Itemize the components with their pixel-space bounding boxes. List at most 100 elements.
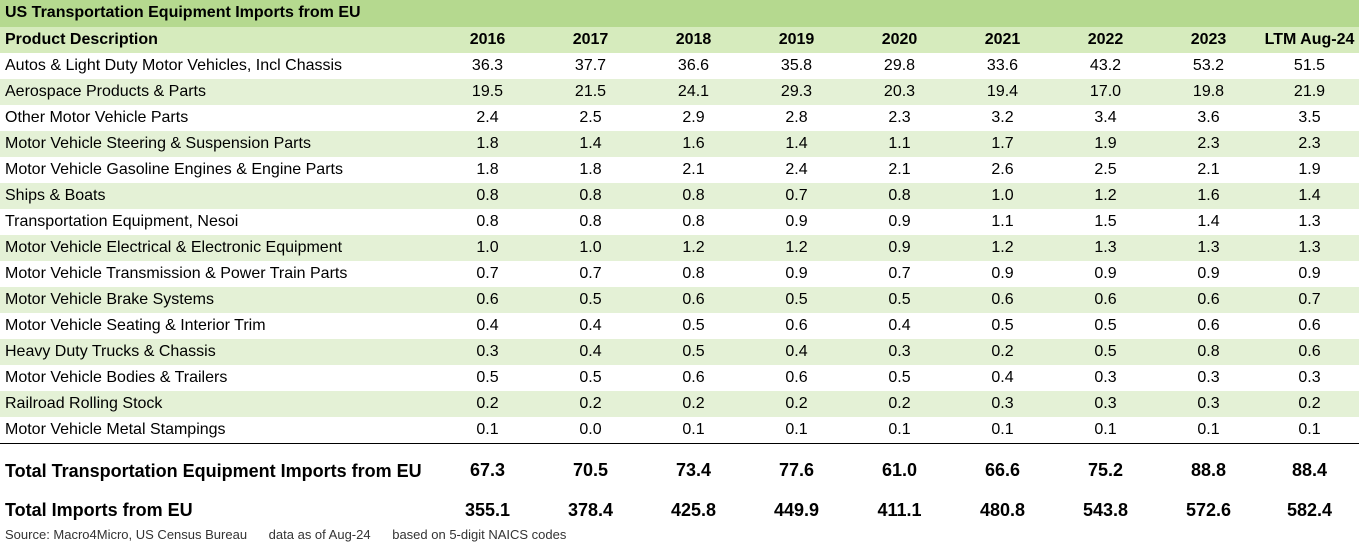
value-cell: 43.2: [1089, 57, 1122, 74]
value-cell: 29.8: [883, 57, 916, 74]
value-cell: 36.6: [677, 57, 710, 74]
value-cell: 0.5: [1094, 343, 1117, 360]
product-description-cell: Transportation Equipment, Nesoi: [5, 213, 239, 230]
value-cell: 0.2: [785, 395, 808, 412]
value-cell: 0.6: [1298, 343, 1321, 360]
table-body: Autos & Light Duty Motor Vehicles, Incl …: [0, 53, 1359, 524]
value-cell: 0.5: [579, 291, 602, 308]
value-cell: 0.6: [476, 291, 499, 308]
value-cell: 0.6: [1197, 291, 1220, 308]
product-description-cell: Autos & Light Duty Motor Vehicles, Incl …: [5, 57, 343, 74]
col-header-2016: 2016: [436, 27, 539, 53]
value-cell: 0.8: [1197, 343, 1220, 360]
value-cell: 355.1: [464, 499, 511, 520]
value-cell: 67.3: [436, 442, 539, 497]
value-cell: 0.5: [1094, 317, 1117, 334]
value-cell: 1.6: [1197, 187, 1220, 204]
value-cell: 66.6: [951, 442, 1054, 497]
product-description-cell: Motor Vehicle Metal Stampings: [5, 420, 226, 438]
value-cell: 0.2: [579, 395, 602, 412]
value-cell: 0.1: [888, 420, 911, 438]
value-cell: 1.8: [579, 161, 602, 178]
value-cell: 0.9: [785, 265, 808, 282]
value-cell: 0.5: [991, 317, 1014, 334]
value-cell: 0.2: [682, 395, 705, 412]
col-header-2023: 2023: [1157, 27, 1260, 53]
value-cell: 480.8: [979, 499, 1026, 520]
value-cell: 0.4: [579, 343, 602, 360]
value-cell: 0.9: [991, 265, 1014, 282]
value-cell: 2.3: [1197, 135, 1220, 152]
value-cell: 0.1: [1197, 420, 1220, 438]
value-cell: 0.7: [785, 187, 808, 204]
value-cell: 0.6: [785, 317, 808, 334]
table-row: Motor Vehicle Gasoline Engines & Engine …: [0, 157, 1359, 183]
value-cell: 2.6: [991, 161, 1014, 178]
value-cell: 0.8: [579, 213, 602, 230]
col-header-2021: 2021: [951, 27, 1054, 53]
value-cell: 0.2: [991, 343, 1014, 360]
value-cell: 88.8: [1157, 442, 1260, 497]
value-cell: 0.0: [579, 420, 602, 438]
value-cell: 0.4: [991, 369, 1014, 386]
value-cell: 3.5: [1298, 109, 1321, 126]
value-cell: 0.5: [476, 369, 499, 386]
value-cell: 1.0: [579, 239, 602, 256]
value-cell: 0.1: [1298, 420, 1321, 438]
value-cell: 2.5: [1094, 161, 1117, 178]
table-row: Heavy Duty Trucks & Chassis 0.3 0.4 0.5 0.4 0…: [0, 339, 1359, 365]
title-bar: US Transportation Equipment Imports from…: [0, 0, 1359, 27]
value-cell: 1.1: [888, 135, 911, 152]
table-row: Motor Vehicle Brake Systems 0.6 0.5 0.6 0.5 0…: [0, 287, 1359, 313]
value-cell: 0.1: [682, 420, 705, 438]
value-cell: 0.6: [1197, 317, 1220, 334]
table-row: Motor Vehicle Steering & Suspension Part…: [0, 131, 1359, 157]
product-description-cell: Total Transportation Equipment Imports f…: [0, 442, 436, 497]
value-cell: 1.9: [1094, 135, 1117, 152]
product-description-cell: Motor Vehicle Seating & Interior Trim: [5, 317, 266, 334]
value-cell: 1.3: [1298, 239, 1321, 256]
value-cell: 1.2: [1094, 187, 1117, 204]
value-cell: 1.3: [1094, 239, 1117, 256]
value-cell: 1.2: [785, 239, 808, 256]
value-cell: 0.6: [1094, 291, 1117, 308]
value-cell: 2.5: [579, 109, 602, 126]
product-description-cell: Motor Vehicle Transmission & Power Train…: [5, 265, 348, 282]
value-cell: 1.8: [476, 161, 499, 178]
col-header-product: Product Description: [0, 27, 436, 53]
value-cell: 2.3: [888, 109, 911, 126]
value-cell: 0.4: [785, 343, 808, 360]
value-cell: 0.8: [579, 187, 602, 204]
product-description-cell: Other Motor Vehicle Parts: [5, 109, 189, 126]
col-header-2019: 2019: [745, 27, 848, 53]
value-cell: 1.2: [991, 239, 1014, 256]
value-cell: 0.7: [1298, 291, 1321, 308]
product-description-cell: Railroad Rolling Stock: [5, 395, 163, 412]
header-row: Product Description 2016 2017 2018 2019 …: [0, 27, 1359, 53]
value-cell: 2.9: [682, 109, 705, 126]
value-cell: 0.9: [785, 213, 808, 230]
table-row: Transportation Equipment, Nesoi 0.8 0.8 0.8…: [0, 209, 1359, 235]
table-row: Railroad Rolling Stock 0.2 0.2 0.2 0.2 0.2 0.3…: [0, 391, 1359, 417]
value-cell: 77.6: [745, 442, 848, 497]
value-cell: 0.6: [682, 291, 705, 308]
value-cell: 1.3: [1298, 213, 1321, 230]
value-cell: 0.6: [991, 291, 1014, 308]
value-cell: 75.2: [1054, 442, 1157, 497]
value-cell: 0.2: [1298, 395, 1321, 412]
value-cell: 1.1: [991, 213, 1014, 230]
value-cell: 0.7: [579, 265, 602, 282]
table-row: Motor Vehicle Bodies & Trailers 0.5 0.5 0.6…: [0, 365, 1359, 391]
value-cell: 0.1: [785, 420, 808, 438]
value-cell: 0.4: [888, 317, 911, 334]
value-cell: 0.9: [1094, 265, 1117, 282]
value-cell: 0.5: [785, 291, 808, 308]
product-description-cell: Motor Vehicle Steering & Suspension Part…: [5, 135, 311, 152]
imports-table: Product Description 2016 2017 2018 2019 …: [0, 27, 1359, 524]
value-cell: 0.5: [682, 343, 705, 360]
value-cell: 2.1: [888, 161, 911, 178]
value-cell: 0.8: [476, 187, 499, 204]
value-cell: 0.3: [888, 343, 911, 360]
value-cell: 0.3: [1197, 369, 1220, 386]
col-header-2020: 2020: [848, 27, 951, 53]
